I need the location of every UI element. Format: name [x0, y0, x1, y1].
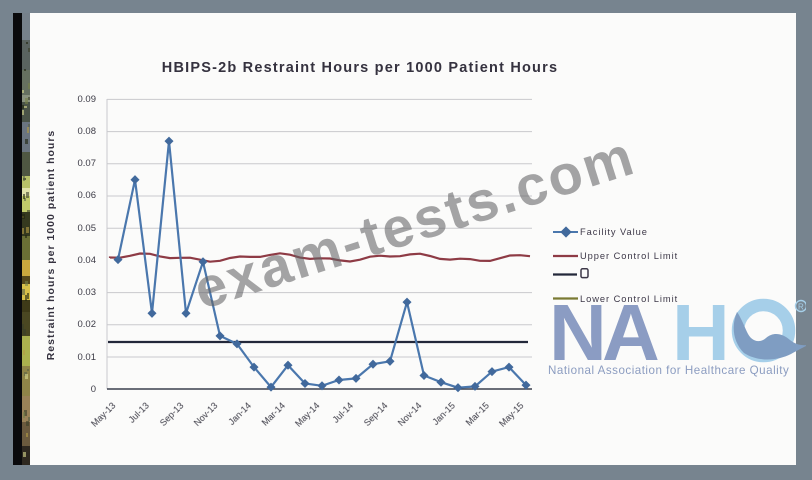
svg-text:A: A: [602, 288, 660, 376]
svg-text:N: N: [549, 288, 607, 376]
svg-text:H: H: [672, 288, 730, 376]
svg-text:R: R: [798, 303, 804, 312]
